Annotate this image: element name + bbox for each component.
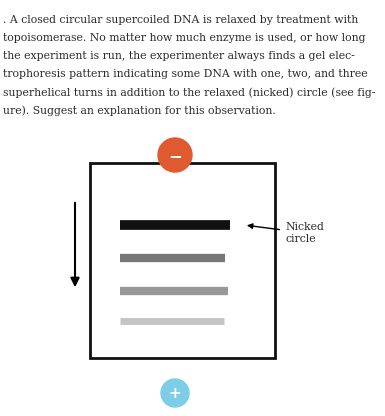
Text: the experiment is run, the experimenter always finds a gel elec-: the experiment is run, the experimenter … — [3, 51, 355, 61]
Bar — [90, 163, 275, 358]
Text: −: − — [168, 147, 182, 165]
Text: superhelical turns in addition to the relaxed (nicked) circle (see fig-: superhelical turns in addition to the re… — [3, 87, 375, 98]
Circle shape — [158, 138, 192, 172]
Text: topoisomerase. No matter how much enzyme is used, or how long: topoisomerase. No matter how much enzyme… — [3, 33, 365, 43]
Text: trophoresis pattern indicating some DNA with one, two, and three: trophoresis pattern indicating some DNA … — [3, 69, 368, 79]
Text: +: + — [169, 386, 181, 401]
Text: ure). Suggest an explanation for this observation.: ure). Suggest an explanation for this ob… — [3, 105, 276, 116]
Text: Nicked
circle: Nicked circle — [248, 222, 324, 244]
Text: . A closed circular supercoiled DNA is relaxed by treatment with: . A closed circular supercoiled DNA is r… — [3, 15, 358, 25]
Circle shape — [161, 379, 189, 407]
